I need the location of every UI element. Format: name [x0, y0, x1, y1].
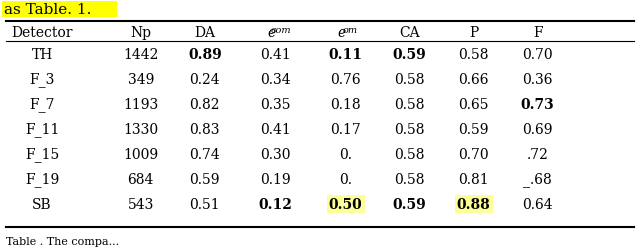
Text: 684: 684: [127, 172, 154, 186]
Text: 0.69: 0.69: [522, 122, 553, 137]
Text: F_19: F_19: [25, 172, 59, 187]
Text: 1442: 1442: [123, 48, 159, 62]
Text: 349: 349: [127, 73, 154, 87]
Text: 0.70: 0.70: [458, 147, 489, 161]
Text: 0.82: 0.82: [189, 98, 220, 112]
Text: 0.65: 0.65: [458, 98, 489, 112]
Text: _.68: _.68: [524, 172, 552, 187]
Text: 0.88: 0.88: [457, 197, 490, 211]
Text: 0.41: 0.41: [260, 48, 291, 62]
Text: 0.58: 0.58: [394, 73, 425, 87]
Text: 0.73: 0.73: [521, 98, 554, 112]
Text: 0.58: 0.58: [394, 122, 425, 137]
Bar: [326, 195, 365, 213]
Text: TH: TH: [31, 48, 52, 62]
Text: .72: .72: [527, 147, 548, 161]
Text: 0.76: 0.76: [330, 73, 361, 87]
Text: 1193: 1193: [123, 98, 159, 112]
Text: SB: SB: [32, 197, 52, 211]
Text: 0.11: 0.11: [328, 48, 363, 62]
Text: 0.24: 0.24: [189, 73, 220, 87]
Text: 543: 543: [127, 197, 154, 211]
Text: 0.58: 0.58: [394, 98, 425, 112]
Text: 0.59: 0.59: [189, 172, 220, 186]
Text: 0.58: 0.58: [394, 147, 425, 161]
Text: 0.17: 0.17: [330, 122, 361, 137]
Text: 1009: 1009: [124, 147, 158, 161]
Text: 0.35: 0.35: [260, 98, 291, 112]
Text: 0.59: 0.59: [393, 48, 426, 62]
Text: 0.: 0.: [339, 172, 352, 186]
Text: Table . The compa...: Table . The compa...: [6, 236, 119, 246]
Text: F_3: F_3: [29, 72, 54, 87]
Text: 0.59: 0.59: [458, 122, 489, 137]
Text: 0.36: 0.36: [522, 73, 553, 87]
Text: 1330: 1330: [124, 122, 158, 137]
Text: F_11: F_11: [25, 122, 59, 137]
Text: Np: Np: [131, 26, 151, 40]
Text: e: e: [267, 26, 275, 40]
Text: 0.30: 0.30: [260, 147, 291, 161]
Text: 0.64: 0.64: [522, 197, 553, 211]
Text: 0.19: 0.19: [260, 172, 291, 186]
Text: as Table. 1.: as Table. 1.: [4, 3, 92, 17]
Text: 0.59: 0.59: [393, 197, 426, 211]
Text: om: om: [343, 25, 358, 34]
Text: F: F: [532, 26, 543, 40]
Text: e: e: [337, 26, 346, 40]
Text: 0.58: 0.58: [458, 48, 489, 62]
Text: 0.83: 0.83: [189, 122, 220, 137]
Text: F_15: F_15: [25, 147, 59, 162]
Text: 0.66: 0.66: [458, 73, 489, 87]
Text: Detector: Detector: [12, 26, 73, 40]
Text: F_7: F_7: [29, 97, 55, 112]
Bar: [2, 2, 117, 18]
Text: 0.12: 0.12: [259, 197, 292, 211]
Text: 0.: 0.: [339, 147, 352, 161]
Text: 0.74: 0.74: [189, 147, 220, 161]
Text: 0.51: 0.51: [189, 197, 220, 211]
Text: CA: CA: [399, 26, 420, 40]
Text: 0.18: 0.18: [330, 98, 361, 112]
Text: P: P: [469, 26, 478, 40]
Text: 0.41: 0.41: [260, 122, 291, 137]
Text: 0.50: 0.50: [329, 197, 362, 211]
Text: DA: DA: [195, 26, 215, 40]
Text: 0.58: 0.58: [394, 172, 425, 186]
Text: 0.89: 0.89: [188, 48, 221, 62]
Text: 0.70: 0.70: [522, 48, 553, 62]
Text: 0.81: 0.81: [458, 172, 489, 186]
Bar: [454, 195, 493, 213]
Text: 0.34: 0.34: [260, 73, 291, 87]
Text: com: com: [271, 25, 291, 34]
